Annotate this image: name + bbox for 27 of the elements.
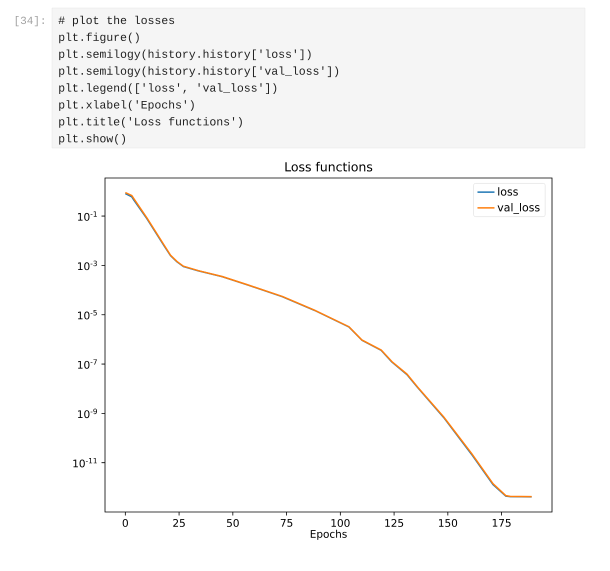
- y-tick-label: 10$^{-3}$: [78, 260, 97, 270]
- y-tick-label: 10$^{-7}$: [78, 359, 97, 369]
- text: plt.show(): [59, 134, 126, 145]
- text: # plot the losses: [58, 16, 174, 26]
- text: plt.legend(['loss', 'val_loss']): [59, 83, 276, 94]
- chart-title: Loss functions: [285, 162, 372, 172]
- text: plt.title('Loss functions'): [59, 117, 242, 128]
- y-tick-label: 10$^{-1}$: [78, 211, 97, 221]
- text: plt.xlabel('Epochs'): [59, 100, 194, 111]
- text: plt.figure(): [59, 32, 139, 44]
- legend-label: loss: [498, 187, 518, 196]
- y-tick-label: 10$^{-11}$: [73, 458, 97, 468]
- x-tick-label: 175: [492, 519, 511, 527]
- x-tick-label: 75: [280, 519, 292, 527]
- legend-label: val_loss: [498, 202, 540, 214]
- text: [34]:: [16, 16, 44, 26]
- x-tick-label: 150: [438, 519, 458, 527]
- text: plt.semilogy(history.history['loss']): [59, 50, 311, 60]
- x-axis-title: Epochs: [310, 530, 347, 540]
- y-tick-label: 10$^{-9}$: [78, 408, 97, 418]
- text: plt.semilogy(history.history['val_loss']): [59, 66, 338, 78]
- x-tick-label: 100: [331, 519, 350, 527]
- x-tick-label: 0: [122, 519, 128, 527]
- x-tick-label: 125: [385, 519, 404, 527]
- y-tick-label: 10$^{-5}$: [78, 310, 97, 320]
- x-tick-label: 25: [173, 519, 185, 527]
- x-tick-label: 50: [226, 519, 239, 527]
